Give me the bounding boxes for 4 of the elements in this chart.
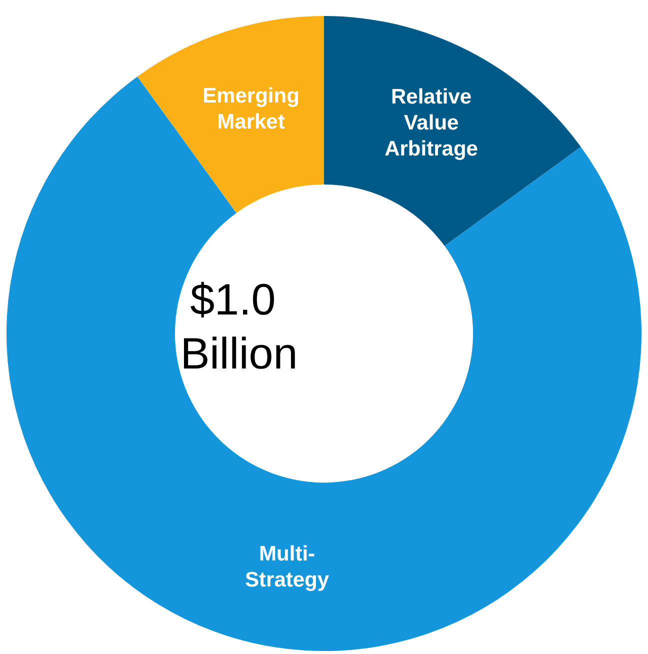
slice-label: Emerging Market <box>202 84 300 134</box>
text: $1.0 Billion <box>180 276 298 378</box>
slice-label: Relative Value Arbitrage <box>384 86 478 161</box>
slice-label: Multi-Strategy <box>245 542 330 592</box>
